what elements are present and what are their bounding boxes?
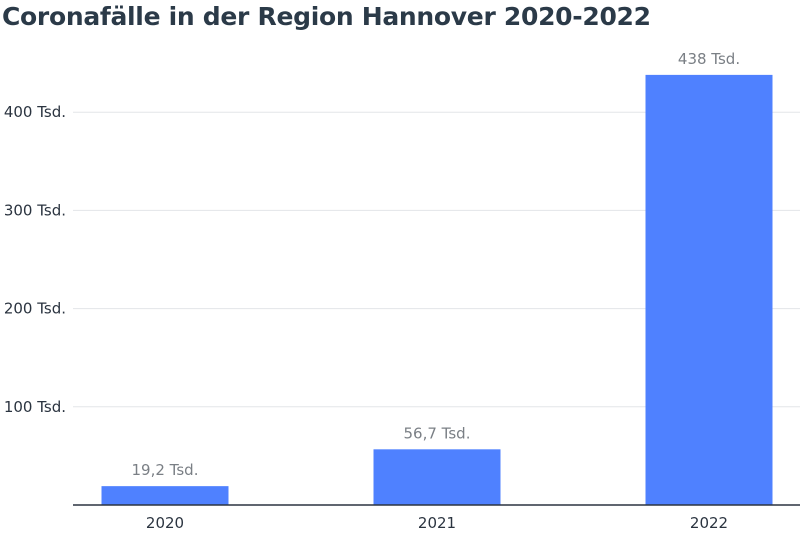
data-label-2020: 19,2 Tsd. [132, 461, 199, 479]
bar-2021 [373, 449, 501, 505]
data-label-2022: 438 Tsd. [678, 50, 740, 68]
data-label-2021: 56,7 Tsd. [404, 424, 471, 442]
bar-2022 [645, 74, 773, 505]
y-tick-label: 300 Tsd. [4, 201, 66, 219]
y-tick-label: 400 Tsd. [4, 103, 66, 121]
x-axis: 2020 2021 2022 [73, 504, 800, 532]
y-tick-label: 200 Tsd. [4, 300, 66, 318]
y-axis: 100 Tsd. 200 Tsd. 300 Tsd. 400 Tsd. [4, 103, 66, 416]
bar-2020 [101, 486, 229, 505]
x-tick-label-2022: 2022 [690, 514, 728, 532]
bars [101, 74, 773, 505]
chart-title: Coronafälle in der Region Hannover 2020-… [2, 2, 651, 31]
x-tick-label-2021: 2021 [418, 514, 456, 532]
y-tick-label: 100 Tsd. [4, 398, 66, 416]
data-labels: 19,2 Tsd. 56,7 Tsd. 438 Tsd. [132, 50, 741, 479]
x-tick-label-2020: 2020 [146, 514, 184, 532]
